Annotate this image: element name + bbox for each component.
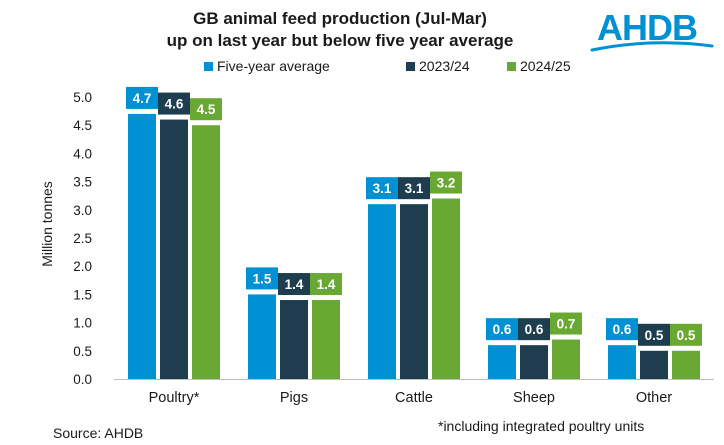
data-label: 1.4	[310, 273, 342, 296]
legend-swatch	[406, 62, 415, 71]
legend-item: 2023/24	[406, 58, 470, 74]
y-tick-label: 4.0	[73, 146, 92, 161]
legend-swatch	[204, 62, 213, 71]
bar-poultry-1	[160, 119, 188, 379]
legend-item: 2024/25	[507, 58, 571, 74]
data-label-box	[398, 177, 430, 200]
bar-sheep-0	[488, 345, 516, 379]
data-label-box	[310, 273, 342, 296]
bar-pigs-0	[248, 294, 276, 379]
y-tick-label: 5.0	[73, 90, 92, 105]
footnote: *including integrated poultry units	[438, 418, 644, 434]
data-label: 4.6	[158, 92, 190, 115]
data-label-box	[670, 323, 702, 346]
category-labels: Poultry* Pigs Cattle Sheep Other	[149, 390, 673, 406]
y-tick-label: 0.0	[73, 372, 92, 387]
legend: Five-year average 2023/24 2024/25	[204, 58, 571, 74]
bar-cattle-0	[368, 204, 396, 379]
data-label-text: 3.1	[405, 181, 424, 196]
data-label-box	[606, 318, 638, 341]
data-label-box	[366, 177, 398, 200]
data-label-text: 4.5	[197, 102, 216, 117]
bar-pigs-2	[312, 300, 340, 379]
bar-sheep-1	[520, 345, 548, 379]
data-label-text: 0.5	[677, 328, 696, 343]
x-tick-label: Cattle	[395, 390, 433, 406]
x-tick-label: Poultry*	[149, 390, 200, 406]
y-tick-label: 3.0	[73, 203, 92, 218]
x-tick-label: Sheep	[513, 390, 555, 406]
data-label-box	[246, 267, 278, 290]
data-label-box	[638, 323, 670, 346]
y-tick-label: 3.5	[73, 175, 92, 190]
data-labels: 4.7 4.6 4.5 1.5 1.4 1.4 3.1 3.1 3.2 0.6 0.6 0.7 0.6 0…	[126, 86, 702, 346]
data-label-box	[486, 318, 518, 341]
y-tick-label: 2.5	[73, 231, 92, 246]
data-label-box	[158, 92, 190, 115]
data-label: 4.5	[190, 98, 222, 121]
data-label: 3.2	[430, 171, 462, 194]
y-tick-label: 4.5	[73, 118, 92, 133]
bars	[128, 113, 700, 380]
data-label: 3.1	[398, 177, 430, 200]
bar-other-1	[640, 350, 668, 379]
data-label-box	[278, 273, 310, 296]
bar-other-2	[672, 350, 700, 379]
y-tick-label: 0.5	[73, 344, 92, 359]
data-label-text: 1.4	[285, 277, 304, 292]
legend-label: 2023/24	[419, 58, 470, 74]
x-tick-label: Pigs	[280, 390, 308, 406]
bar-poultry-2	[192, 125, 220, 379]
data-label: 3.1	[366, 177, 398, 200]
data-label-text: 0.6	[525, 322, 544, 337]
logo-text: AHDB	[597, 7, 697, 48]
data-label: 1.5	[246, 267, 278, 290]
y-tick-label: 1.0	[73, 316, 92, 331]
data-label-box	[518, 318, 550, 341]
data-label-text: 0.6	[493, 322, 512, 337]
legend-swatch	[507, 62, 516, 71]
data-label: 0.6	[518, 318, 550, 341]
data-label: 0.7	[550, 312, 582, 335]
data-label-text: 0.6	[613, 322, 632, 337]
bar-cattle-2	[432, 198, 460, 379]
data-label-text: 0.5	[645, 328, 664, 343]
y-tick-label: 1.5	[73, 287, 92, 302]
bar-poultry-0	[128, 113, 156, 380]
data-label-text: 1.4	[317, 277, 336, 292]
legend-label: Five-year average	[217, 58, 330, 74]
logo-swoosh	[590, 41, 714, 52]
data-label-box	[430, 171, 462, 194]
data-label-text: 3.1	[373, 181, 392, 196]
source-note: Source: AHDB	[53, 425, 143, 441]
data-label: 4.7	[126, 86, 158, 109]
y-tick-label: 2.0	[73, 259, 92, 274]
y-axis-ticks: 0.0 0.5 1.0 1.5 2.0 2.5 3.0 3.5 4.0 4.5 5.0	[73, 90, 92, 387]
y-axis-title: Million tonnes	[39, 181, 55, 267]
data-label: 0.6	[606, 318, 638, 341]
data-label: 0.5	[670, 323, 702, 346]
legend-label: 2024/25	[520, 58, 571, 74]
data-label-box	[126, 86, 158, 109]
data-label: 0.6	[486, 318, 518, 341]
data-label-text: 4.6	[165, 97, 184, 112]
data-label-text: 3.2	[437, 176, 456, 191]
data-label: 0.5	[638, 323, 670, 346]
x-tick-label: Other	[636, 390, 672, 406]
bar-pigs-1	[280, 300, 308, 379]
chart-title-line-2: up on last year but below five year aver…	[167, 31, 514, 50]
bar-sheep-2	[552, 339, 580, 379]
bar-other-0	[608, 345, 636, 379]
data-label-text: 1.5	[253, 271, 272, 286]
bar-cattle-1	[400, 204, 428, 379]
legend-item: Five-year average	[204, 58, 330, 74]
data-label-text: 4.7	[133, 91, 152, 106]
data-label-box	[190, 98, 222, 121]
ahdb-logo: AHDB	[590, 7, 714, 52]
data-label-box	[550, 312, 582, 335]
chart-title-line-1: GB animal feed production (Jul-Mar)	[193, 9, 487, 28]
data-label-text: 0.7	[557, 317, 576, 332]
data-label: 1.4	[278, 273, 310, 296]
